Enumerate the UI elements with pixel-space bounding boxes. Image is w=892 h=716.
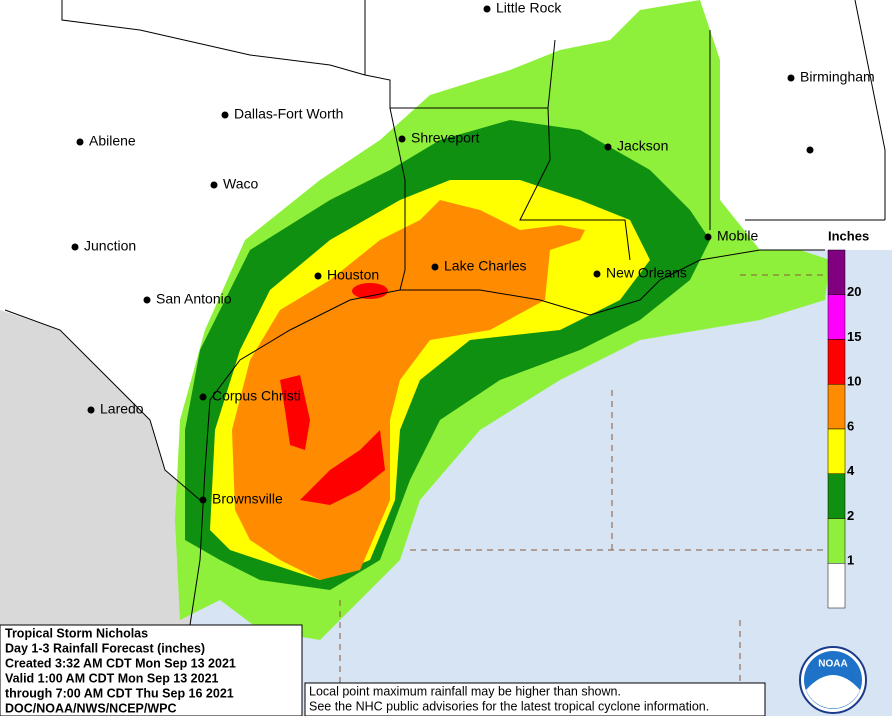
city-dot <box>143 296 151 304</box>
city-dot <box>806 146 814 154</box>
legend-label: 1 <box>847 553 854 568</box>
info-line: Tropical Storm Nicholas <box>5 626 148 640</box>
city-label: Houston <box>327 267 379 283</box>
city-dot <box>199 393 207 401</box>
legend-swatch <box>827 339 846 385</box>
city-dot <box>314 272 322 280</box>
coastline <box>199 249 825 561</box>
city-dot <box>87 406 95 414</box>
legend-label: 2 <box>847 508 854 523</box>
city-label: San Antonio <box>156 291 232 307</box>
city-dot <box>71 243 79 251</box>
info-line: Day 1-3 Rainfall Forecast (inches) <box>5 641 205 655</box>
info-line: Valid 1:00 AM CDT Mon Sep 13 2021 <box>5 671 219 685</box>
legend-swatch <box>827 249 846 295</box>
disclaimer-box <box>304 682 766 716</box>
city-label: Dallas-Fort Worth <box>234 106 343 122</box>
legend: Inches 20 15 10 6 4 2 1 <box>827 228 869 609</box>
city-dot <box>199 496 207 504</box>
city-dot <box>593 270 601 278</box>
rain-10 <box>352 283 388 299</box>
mexico <box>0 310 205 625</box>
legend-title: Inches <box>828 228 869 243</box>
city-label: Mobile <box>717 228 758 244</box>
city-dot <box>398 135 406 143</box>
city-label: Laredo <box>100 401 144 417</box>
info-box <box>0 624 303 716</box>
city-dot <box>221 111 229 119</box>
rain-10 <box>280 375 310 450</box>
city-label: Corpus Christi <box>212 388 301 404</box>
legend-swatch <box>827 563 846 609</box>
city-dot <box>431 263 439 271</box>
legend-label: 4 <box>847 463 855 478</box>
city-label: New Orleans <box>606 265 687 281</box>
logo-text: NOAA <box>818 659 847 670</box>
legend-label: 20 <box>847 284 861 299</box>
zone-lines <box>339 274 825 716</box>
city-dot <box>76 138 84 146</box>
city-label: Lake Charles <box>444 258 527 274</box>
city-label: Brownsville <box>212 491 283 507</box>
cities: Little Rock Birmingham Dallas-Fort Worth Ab… <box>71 0 875 507</box>
city-label: Little Rock <box>496 0 562 16</box>
info-line: through 7:00 AM CDT Thu Sep 16 2021 <box>5 686 234 700</box>
state-borders <box>4 0 886 626</box>
city-label: Birmingham <box>800 69 875 85</box>
rain-10 <box>300 430 385 505</box>
logo-wave <box>806 675 860 709</box>
city-dot <box>210 181 218 189</box>
city-dot <box>787 74 795 82</box>
legend-swatch <box>827 518 846 564</box>
legend-label: 15 <box>847 329 861 344</box>
legend-swatch <box>827 428 846 474</box>
disclaimer-line: See the NHC public advisories for the la… <box>309 699 709 713</box>
legend-swatch <box>827 384 846 430</box>
info-line: DOC/NOAA/NWS/NCEP/WPC <box>5 701 177 715</box>
city-label: Junction <box>84 238 136 254</box>
city-label: Waco <box>223 176 258 192</box>
city-dot <box>704 233 712 241</box>
city-dot <box>604 143 612 151</box>
legend-swatch <box>827 294 846 340</box>
legend-swatch <box>827 473 846 519</box>
info-line: Created 3:32 AM CDT Mon Sep 13 2021 <box>5 656 236 670</box>
city-dot <box>483 5 491 13</box>
city-label: Abilene <box>89 133 136 149</box>
legend-label: 10 <box>847 374 861 389</box>
disclaimer: Local point maximum rainfall may be high… <box>309 684 709 713</box>
disclaimer-line: Local point maximum rainfall may be high… <box>309 684 621 698</box>
city-label: Jackson <box>617 138 668 154</box>
city-label: Shreveport <box>411 130 480 146</box>
legend-label: 6 <box>847 418 854 433</box>
